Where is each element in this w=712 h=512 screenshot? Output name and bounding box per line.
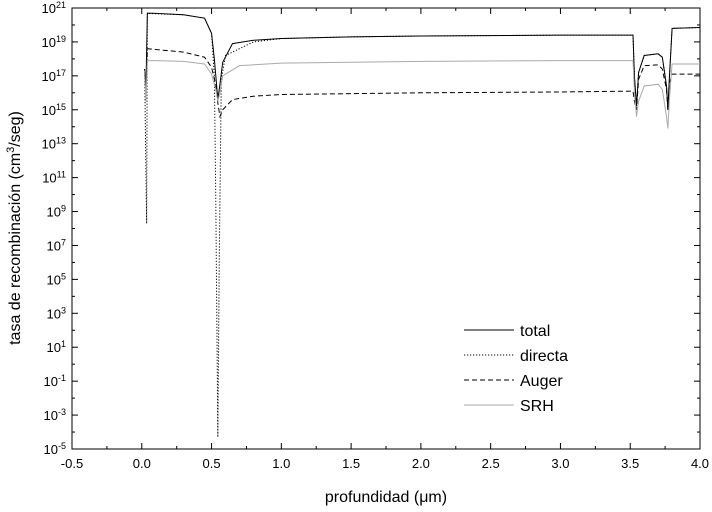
x-tick-label: -0.5 bbox=[61, 456, 83, 471]
legend: total directa Auger SRH bbox=[464, 323, 568, 415]
x-tick-label: 2.0 bbox=[412, 456, 430, 471]
y-axis-label-base: tasa de recombinación (cm bbox=[7, 153, 24, 345]
y-tick-label: 103 bbox=[47, 305, 66, 321]
y-tick-label: 1021 bbox=[42, 0, 66, 16]
y-tick-label: 1017 bbox=[42, 68, 66, 84]
series-lines bbox=[144, 12, 701, 438]
y-tick-label: 107 bbox=[47, 237, 66, 253]
y-tick-label: 1011 bbox=[42, 170, 66, 186]
y-axis-label-sup: 3 bbox=[5, 147, 17, 153]
y-tick-label: 10-3 bbox=[44, 407, 66, 423]
x-axis-label: profundidad (μm) bbox=[325, 489, 447, 506]
x-tick-label: 4.0 bbox=[691, 456, 709, 471]
legend-label-srh: SRH bbox=[520, 398, 554, 415]
legend-label-total: total bbox=[520, 323, 550, 340]
x-tick-label: 1.5 bbox=[342, 456, 360, 471]
y-tick-label: 10-5 bbox=[44, 441, 66, 457]
plot-frame bbox=[71, 7, 701, 450]
x-tick-label: 0.0 bbox=[133, 456, 151, 471]
y-axis-label: tasa de recombinación (cm3/seg) bbox=[5, 111, 24, 345]
x-tick-label: 0.5 bbox=[203, 456, 221, 471]
x-tick-label: 3.0 bbox=[551, 456, 569, 471]
series-line-auger bbox=[144, 48, 700, 119]
series-line-directa bbox=[144, 12, 701, 438]
x-tick-label: 3.5 bbox=[621, 456, 639, 471]
y-tick-label: 105 bbox=[47, 271, 66, 287]
x-axis-ticks: -0.5 0.0 0.5 1.0 1.5 2.0 2.5 3.0 3.5 4.0 bbox=[61, 8, 709, 471]
y-tick-label: 1015 bbox=[42, 102, 66, 118]
y-tick-label: 109 bbox=[47, 204, 66, 220]
y-tick-label: 1019 bbox=[42, 34, 66, 50]
series-line-srh bbox=[144, 60, 700, 129]
y-tick-label: 10-1 bbox=[44, 373, 66, 389]
y-tick-label: 1013 bbox=[42, 136, 66, 152]
y-tick-label: 101 bbox=[47, 339, 66, 355]
legend-label-auger: Auger bbox=[520, 373, 563, 390]
x-tick-label: 1.0 bbox=[272, 456, 290, 471]
y-axis-label-tail: /seg) bbox=[7, 111, 24, 147]
legend-label-directa: directa bbox=[520, 348, 568, 365]
y-axis-ticks: 10-5 10-3 10-1 101 103 105 107 109 1011 1013 1015 1… bbox=[42, 0, 700, 457]
x-tick-label: 2.5 bbox=[482, 456, 500, 471]
